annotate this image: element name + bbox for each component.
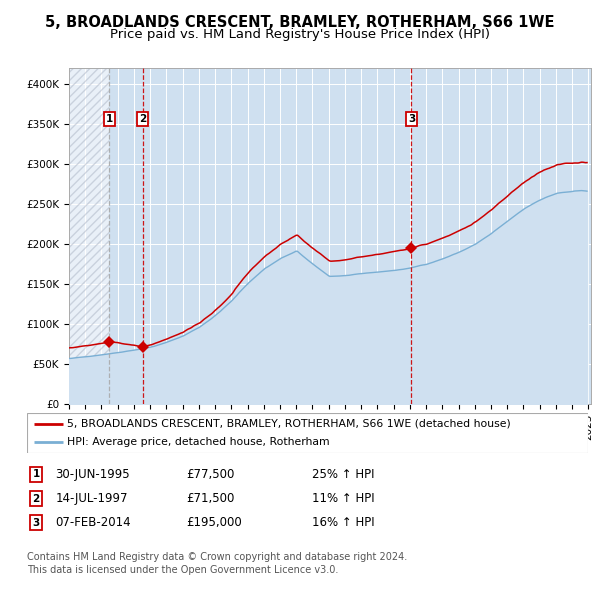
Text: 5, BROADLANDS CRESCENT, BRAMLEY, ROTHERHAM, S66 1WE: 5, BROADLANDS CRESCENT, BRAMLEY, ROTHERH…: [45, 15, 555, 30]
Text: 11% ↑ HPI: 11% ↑ HPI: [312, 492, 374, 505]
Text: 3: 3: [408, 114, 415, 124]
Bar: [69, 68, 109, 404]
Text: 30-JUN-1995: 30-JUN-1995: [55, 468, 130, 481]
Text: 16% ↑ HPI: 16% ↑ HPI: [312, 516, 374, 529]
Text: 2: 2: [139, 114, 146, 124]
Text: 1: 1: [32, 470, 40, 479]
Text: 07-FEB-2014: 07-FEB-2014: [55, 516, 131, 529]
Text: 14-JUL-1997: 14-JUL-1997: [55, 492, 128, 505]
Text: Contains HM Land Registry data © Crown copyright and database right 2024.: Contains HM Land Registry data © Crown c…: [27, 552, 407, 562]
Text: 2: 2: [32, 494, 40, 503]
Text: £195,000: £195,000: [186, 516, 242, 529]
Text: HPI: Average price, detached house, Rotherham: HPI: Average price, detached house, Roth…: [67, 437, 330, 447]
Text: £71,500: £71,500: [186, 492, 235, 505]
Text: 3: 3: [32, 518, 40, 527]
Text: 25% ↑ HPI: 25% ↑ HPI: [312, 468, 374, 481]
Text: Price paid vs. HM Land Registry's House Price Index (HPI): Price paid vs. HM Land Registry's House …: [110, 28, 490, 41]
Text: 5, BROADLANDS CRESCENT, BRAMLEY, ROTHERHAM, S66 1WE (detached house): 5, BROADLANDS CRESCENT, BRAMLEY, ROTHERH…: [67, 419, 511, 429]
Text: 1: 1: [106, 114, 113, 124]
Text: £77,500: £77,500: [186, 468, 235, 481]
Text: This data is licensed under the Open Government Licence v3.0.: This data is licensed under the Open Gov…: [27, 565, 338, 575]
